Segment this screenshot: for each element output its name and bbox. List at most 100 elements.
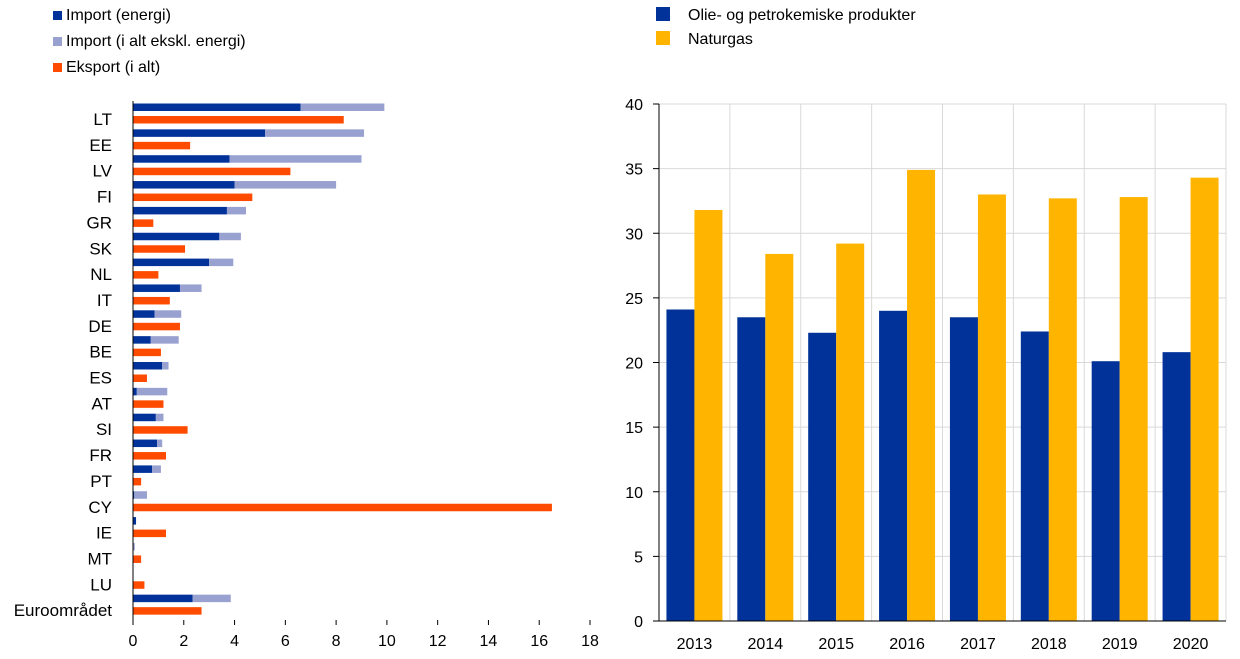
bar-import-i-alt-ekskl-energi-mt: [133, 542, 135, 551]
bar-import-energi-nl: [133, 258, 210, 267]
x-tick-label-16: 16: [530, 633, 548, 650]
bar-naturgas-2016: [907, 169, 936, 622]
bar-import-i-alt-ekskl-energi-be: [150, 336, 179, 344]
bar-eksport-i-alt-fr: [133, 452, 167, 460]
category-label-sk: SK: [89, 239, 112, 258]
bar-eksport-i-alt-be: [133, 348, 161, 357]
category-label-lv: LV: [92, 162, 112, 181]
bar-eksport-i-alt-ee: [133, 141, 191, 150]
bar-naturgas-2017: [977, 194, 1006, 621]
bar-import-i-alt-ekskl-energi-it: [179, 284, 202, 292]
bar-import-i-alt-ekskl-energi-at: [136, 387, 168, 396]
category-label-be: BE: [89, 343, 112, 362]
bar-import-i-alt-ekskl-energi-si: [155, 413, 164, 422]
bar-import-i-alt-ekskl-energi-lv: [229, 155, 362, 163]
left-bars: [133, 103, 552, 615]
category-label-ee: EE: [89, 136, 112, 155]
bar-import-energi-ie: [133, 517, 137, 525]
category-label-si: SI: [96, 420, 112, 439]
bar-import-energi-it: [133, 284, 180, 292]
bar-import-energi-lt: [133, 103, 301, 111]
category-label-lt: LT: [93, 110, 112, 129]
category-label-at: AT: [92, 394, 112, 413]
bar-eksport-i-alt-sk: [133, 245, 186, 253]
legend-label-eksport-i-alt: Eksport (i alt): [66, 59, 160, 76]
y-tick-label-20: 20: [625, 356, 643, 373]
x-tick-label-2018: 2018: [1031, 636, 1067, 653]
bar-olie-og-petrokemiske-produkter-2017: [949, 317, 978, 621]
right-axes: 2013 2014 2015 2016 2017 2018 2019 2020 0 5 10 15 20…: [625, 97, 1226, 653]
x-tick-label-10: 10: [378, 633, 396, 650]
bar-import-energi-lv: [133, 155, 230, 163]
bar-import-energi-ee: [133, 129, 266, 137]
bar-import-energi-fr: [133, 439, 158, 448]
legend-swatch-naturgas: [656, 31, 670, 45]
bar-import-energi-gr: [133, 206, 227, 215]
bar-eksport-i-alt-pt: [133, 477, 142, 486]
bar-naturgas-2014: [765, 253, 794, 621]
category-label-es: ES: [89, 369, 112, 388]
legend-label-import-energi: Import (energi): [66, 7, 171, 24]
y-tick-label-30: 30: [625, 226, 643, 243]
bar-import-energi-sk: [133, 232, 220, 241]
bar-import-i-alt-ekskl-energi-nl: [209, 258, 234, 267]
bar-eksport-i-alt-de: [133, 322, 180, 331]
category-label-lu: LU: [90, 575, 112, 594]
bar-olie-og-petrokemiske-produkter-2016: [879, 310, 908, 621]
bar-import-energi-cy: [133, 491, 135, 499]
x-tick-label-2016: 2016: [889, 636, 925, 653]
right-legend: Olie- og petrokemiske produkter Naturgas: [656, 7, 916, 48]
bar-naturgas-2015: [836, 243, 865, 621]
bar-import-i-alt-ekskl-energi-fi: [234, 181, 337, 189]
x-tick-label-8: 8: [332, 633, 341, 650]
bar-import-i-alt-ekskl-energi-sk: [219, 232, 241, 241]
bar-eksport-i-alt-cy: [133, 503, 552, 512]
category-label-mt: MT: [87, 549, 112, 568]
bar-import-i-alt-ekskl-energi-es: [162, 362, 169, 370]
bar-naturgas-2020: [1190, 177, 1219, 622]
bar-naturgas-2019: [1119, 197, 1148, 621]
y-tick-label-10: 10: [625, 485, 643, 502]
y-tick-label-40: 40: [625, 97, 643, 114]
bar-eksport-i-alt-mt: [133, 555, 142, 563]
bar-olie-og-petrokemiske-produkter-2014: [737, 317, 766, 621]
y-tick-label-5: 5: [634, 549, 643, 566]
bar-import-energi-es: [133, 362, 163, 370]
x-tick-label-12: 12: [429, 633, 447, 650]
x-tick-label-2: 2: [179, 633, 188, 650]
bar-import-i-alt-ekskl-energi-lt: [300, 103, 385, 111]
bar-olie-og-petrokemiske-produkter-2013: [666, 309, 695, 621]
legend-swatch-import-i-alt-ekskl-energi: [53, 37, 62, 46]
left-legend: Import (energi) Import (i alt ekskl. ener…: [53, 7, 246, 76]
legend-swatch-eksport-i-alt: [53, 63, 62, 72]
x-tick-label-14: 14: [480, 633, 498, 650]
bar-eksport-i-alt-ie: [133, 529, 167, 538]
bar-import-i-alt-ekskl-energi-euroomr-det: [192, 594, 231, 603]
x-tick-label-2013: 2013: [677, 636, 713, 653]
category-label-ie: IE: [96, 524, 112, 543]
x-tick-label-2020: 2020: [1173, 636, 1209, 653]
bar-import-energi-euroomr-det: [133, 594, 193, 603]
category-label-it: IT: [97, 291, 112, 310]
y-tick-label-15: 15: [625, 420, 643, 437]
bar-eksport-i-alt-at: [133, 400, 164, 408]
x-tick-label-0: 0: [129, 633, 138, 650]
bar-eksport-i-alt-lt: [133, 116, 344, 124]
category-label-euroomr-det: Euroområdet: [14, 601, 113, 620]
y-tick-label-35: 35: [625, 162, 643, 179]
bar-import-i-alt-ekskl-energi-cy: [134, 491, 147, 499]
category-label-gr: GR: [87, 213, 113, 232]
x-tick-label-6: 6: [281, 633, 290, 650]
y-tick-label-0: 0: [634, 614, 643, 631]
x-tick-label-2014: 2014: [748, 636, 784, 653]
bar-olie-og-petrokemiske-produkter-2019: [1091, 361, 1120, 621]
category-label-de: DE: [88, 317, 112, 336]
bar-import-i-alt-ekskl-energi-ee: [265, 129, 365, 137]
bar-import-energi-si: [133, 413, 156, 422]
bar-naturgas-2013: [694, 209, 723, 622]
bar-import-energi-de: [133, 310, 155, 318]
category-label-cy: CY: [88, 498, 112, 517]
bar-import-energi-fi: [133, 181, 235, 189]
bar-eksport-i-alt-gr: [133, 219, 154, 227]
